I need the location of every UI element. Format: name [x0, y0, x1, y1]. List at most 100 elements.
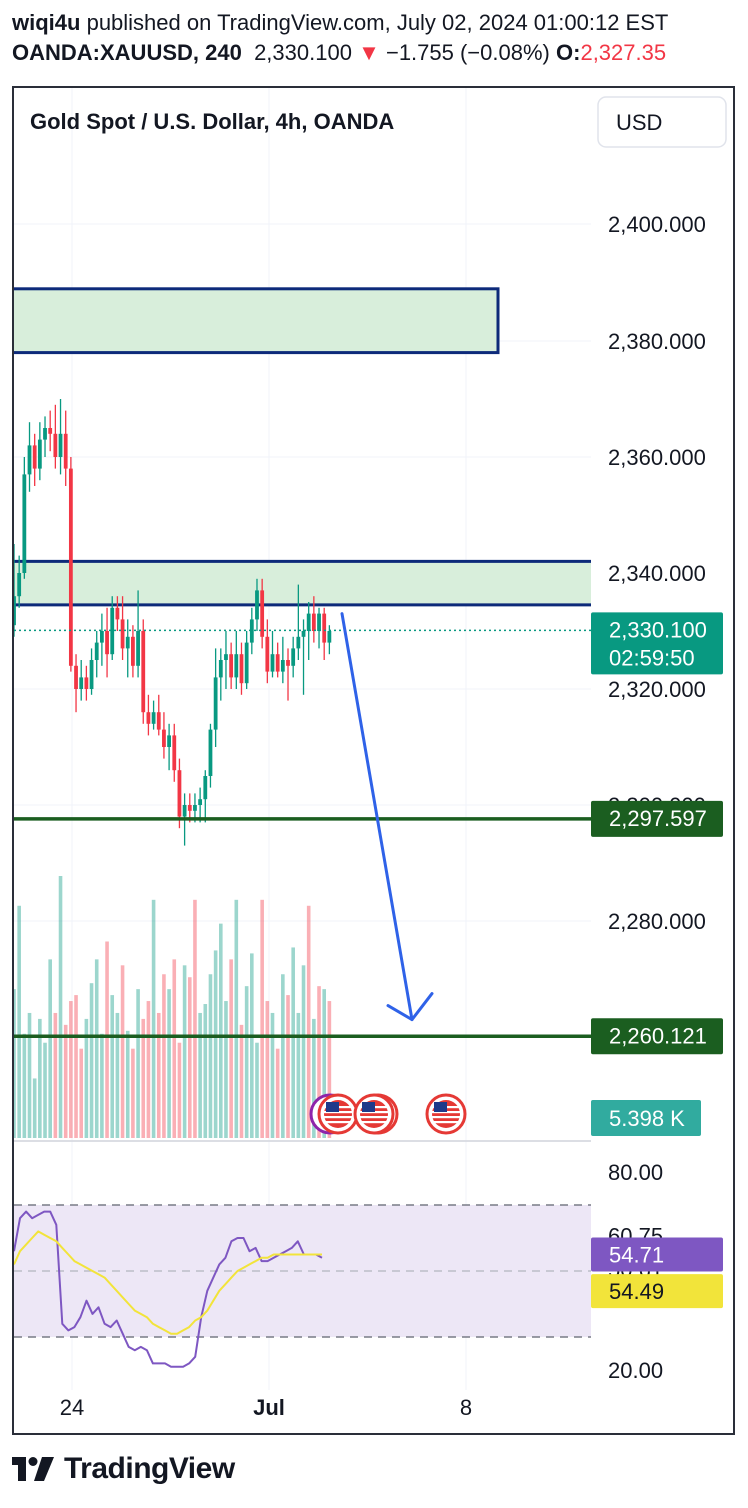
us-flag-icon-stripe [432, 1121, 460, 1124]
volume-bar [38, 1018, 42, 1138]
volume-bar [22, 1033, 27, 1138]
candle-body [203, 776, 208, 800]
zone-fill-upper-zone [14, 288, 498, 353]
candle-body [141, 631, 146, 713]
projection-arrow[interactable] [340, 612, 434, 1022]
candle-body [125, 636, 130, 649]
price-axis[interactable]: 2,400.000 2,380.000 2,360.000 2,340.000 2,32… [608, 212, 706, 1383]
candle-body [37, 439, 42, 469]
volume-bar [162, 974, 166, 1138]
rsi-ma-line [14, 1230, 322, 1335]
candle-body [84, 677, 89, 689]
volume-layer [14, 876, 332, 1138]
arrow-head [386, 992, 434, 1022]
time-axis[interactable]: 24 Jul 8 [60, 1395, 472, 1420]
candle-body [327, 631, 332, 643]
volume-bar [14, 989, 16, 1138]
candle-body [167, 735, 171, 747]
candle-body [255, 590, 259, 620]
volume-bar [172, 959, 177, 1138]
us-flag-icon-canton [434, 1102, 447, 1112]
arrow-shaft [340, 612, 414, 1022]
open-label: O: [556, 40, 581, 65]
volume-bar [141, 1018, 146, 1138]
volume-bar [213, 950, 218, 1138]
zones-layer [14, 287, 591, 607]
volume-bar [327, 1001, 332, 1138]
candle-body [239, 654, 244, 684]
candle-body [74, 665, 78, 689]
symbol-line: OANDA:XAUUSD, 240 2,330.100 ▼ −1.755 (−0… [12, 38, 748, 68]
candle-body [249, 619, 254, 643]
tradingview-logo-icon [12, 1457, 54, 1481]
last-price-tag-bg [591, 612, 723, 675]
candle-body [110, 607, 115, 655]
volume-bar [265, 1001, 270, 1138]
candle-body [280, 660, 285, 672]
publish-line: wiqi4u published on TradingView.com, Jul… [12, 8, 748, 38]
rsi-value-tag-bg [591, 1237, 723, 1272]
volume-bar [193, 899, 197, 1138]
candle-body [296, 636, 301, 649]
candle-body [146, 712, 151, 724]
volume-bar [208, 974, 213, 1138]
candle-body [162, 729, 166, 747]
author-name[interactable]: wiqi4u [12, 10, 81, 35]
candle-body [89, 660, 94, 689]
us-flag-icon-stripe [324, 1121, 352, 1124]
currency-button-label[interactable]: USD [616, 110, 662, 135]
volume-bar [110, 995, 115, 1138]
brand-name: TradingView [64, 1452, 235, 1485]
volume-bar [182, 965, 187, 1138]
zone-border-upper-zone [14, 287, 500, 355]
open-value: 2,327.35 [580, 40, 667, 65]
rsi-ma-value-tag-bg [591, 1274, 723, 1309]
volume-bar [156, 1012, 161, 1138]
candle-body [306, 613, 311, 631]
candle-body [229, 654, 234, 678]
level-tag-1-text: 2,260.121 [609, 1023, 707, 1048]
candle-body [213, 677, 218, 730]
volume-bar [255, 1042, 259, 1138]
volume-bar [146, 1001, 151, 1138]
volume-bar [203, 1004, 208, 1138]
volume-bar [69, 1001, 73, 1138]
candle-body [182, 805, 187, 817]
time-tick-label: 24 [60, 1395, 84, 1420]
volume-bar [198, 1012, 202, 1138]
candle-body [208, 729, 213, 776]
us-flag-icon-stripe [324, 1116, 352, 1119]
last-price-tag-text: 2,330.100 [609, 617, 707, 642]
volume-bar [125, 1030, 130, 1138]
candle-body [317, 613, 321, 631]
currency-button[interactable] [597, 96, 727, 148]
us-flag-icon-stripe [360, 1111, 388, 1114]
volume-bar [317, 986, 321, 1138]
candle-body [17, 573, 22, 597]
time-tick-label: 8 [460, 1395, 472, 1420]
price-tick-label: 2,360.000 [608, 445, 706, 470]
candle-body [48, 428, 53, 434]
volume-bar [260, 899, 264, 1138]
candle-body [270, 654, 275, 672]
price-tags: 2,330.100 02:59:50 2,297.597 2,260.121 5.398… [591, 612, 723, 1309]
rsi-line [14, 1210, 323, 1368]
volume-bar [58, 876, 63, 1138]
candle-body [244, 642, 249, 684]
chart-frame[interactable] [12, 86, 735, 1435]
volume-bar [177, 1042, 182, 1138]
volume-bar [167, 989, 171, 1138]
volume-tag-bg [591, 1100, 701, 1136]
candle-body [193, 805, 197, 811]
candle-body [286, 660, 290, 666]
us-flag-icon-canton [326, 1102, 339, 1112]
candle-body [22, 474, 27, 573]
candle-body [234, 654, 239, 678]
us-flag-icon-canton [362, 1102, 375, 1112]
rsi-value-tag-text: 54.71 [609, 1242, 664, 1267]
us-flag-icon-stripe [360, 1121, 388, 1124]
volume-bar [322, 989, 326, 1138]
level-tag-1-bg [591, 1018, 723, 1055]
candle-body [32, 445, 37, 469]
